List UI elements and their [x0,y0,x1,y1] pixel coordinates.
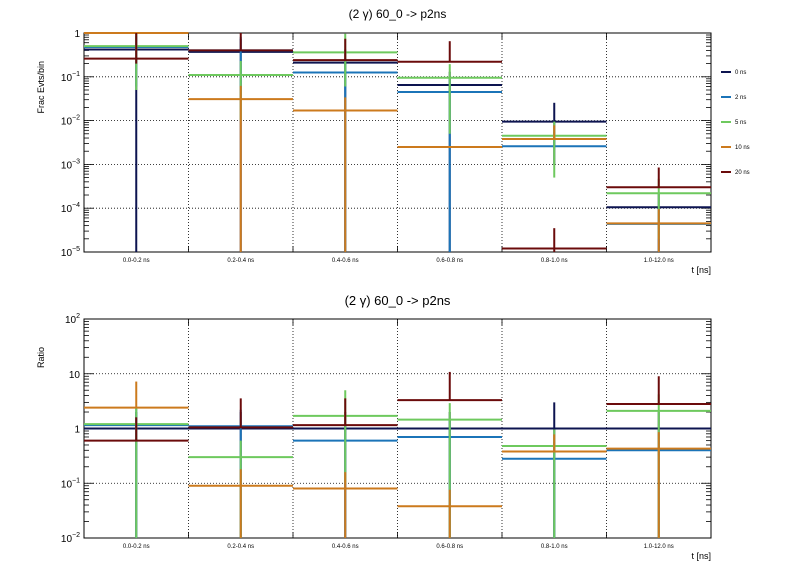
x-category-label: 0.8-1.0 ns [541,258,568,264]
y-tick-label-base: 10 [61,204,73,215]
chart-ratio: (2 γ) 60_0 -> p2ns10210110−110−20.0-0.2 … [36,293,712,561]
y-tick-label-exp: −1 [72,71,80,78]
y-tick-label-exp: −5 [72,246,80,253]
y-tick-label-base: 10 [61,117,73,128]
y-tick-label-base: 10 [69,370,81,381]
x-category-label: 0.0-0.2 ns [123,258,150,264]
y-tick-label: 10−4 [61,202,80,215]
y-tick-label-base: 10 [61,248,73,259]
y-tick-label: 10 [69,370,81,381]
y-tick-label-exp: −2 [72,115,80,122]
x-category-label: 1.0-12.0 ns [644,544,674,550]
chart-title: (2 γ) 60_0 -> p2ns [349,7,447,21]
y-tick-label: 102 [65,313,80,326]
y-tick-label-base: 10 [61,479,73,490]
legend-entry: 2 ns [735,95,746,101]
y-tick-label-base: 10 [61,73,73,84]
y-tick-label: 1 [74,29,80,40]
y-axis-label: Frac Evts/bin [36,61,46,114]
y-tick-label: 10−5 [61,246,80,259]
y-tick-label: 10−1 [61,71,80,84]
x-axis-label: t [ns] [691,551,711,561]
y-tick-label-base: 10 [65,315,77,326]
y-tick-label-exp: −4 [72,202,80,209]
x-category-label: 0.4-0.6 ns [332,258,359,264]
y-tick-label-exp: −2 [72,532,80,539]
x-category-label: 0.2-0.4 ns [227,258,254,264]
x-category-label: 0.6-0.8 ns [436,544,463,550]
y-tick-label: 1 [74,425,80,436]
x-category-label: 0.0-0.2 ns [123,544,150,550]
y-tick-label: 10−3 [61,158,80,171]
x-category-label: 1.0-12.0 ns [644,258,674,264]
legend-entry: 5 ns [735,120,746,126]
y-tick-label-base: 10 [61,160,73,171]
y-tick-label-exp: −1 [72,477,80,484]
y-axis-label: Ratio [36,347,46,368]
x-category-label: 0.4-0.6 ns [332,544,359,550]
legend-entry: 10 ns [735,145,750,151]
legend-entry: 20 ns [735,170,750,176]
legend-entry: 0 ns [735,70,746,76]
series-10-ns [84,381,711,538]
y-tick-label: 10−2 [61,115,80,128]
chart-title: (2 γ) 60_0 -> p2ns [345,293,451,308]
x-category-label: 0.2-0.4 ns [227,544,254,550]
x-axis-label: t [ns] [691,265,711,275]
series-20-ns [84,371,711,442]
x-category-label: 0.8-1.0 ns [541,544,568,550]
y-tick-label-exp: 2 [76,313,80,320]
y-tick-label-exp: −3 [72,158,80,165]
legend: 0 ns 2 ns 5 ns 10 ns 20 ns [721,70,750,176]
chart-fraction: (2 γ) 60_0 -> p2ns110−110−210−310−410−50… [36,7,712,275]
y-tick-label-base: 1 [74,425,80,436]
y-tick-label: 10−2 [61,532,80,545]
y-tick-label-base: 10 [61,534,73,545]
x-category-label: 0.6-0.8 ns [436,258,463,264]
y-tick-label: 10−1 [61,477,80,490]
series-20-ns [84,33,711,252]
y-tick-label-base: 1 [74,29,80,40]
